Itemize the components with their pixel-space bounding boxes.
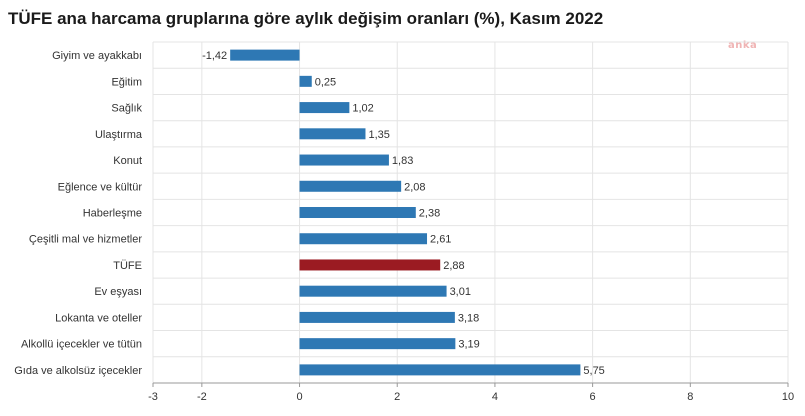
bar [230,49,300,61]
category-label: Sağlık [111,103,142,115]
category-label: Alkollü içecekler ve tütün [21,339,142,351]
x-tick-label: 0 [296,391,302,403]
bar [299,285,447,297]
bar [299,259,441,271]
anka-logo: anka [728,40,758,51]
value-label: 3,19 [458,339,479,351]
category-label: TÜFE [113,260,142,272]
value-label: 3,18 [458,312,479,324]
value-label: 1,35 [368,129,389,141]
value-label: 5,75 [583,365,604,377]
category-label: Ulaştırma [95,129,143,141]
category-label: Eğitim [111,76,142,88]
bars [230,49,581,376]
category-label: Konut [113,155,142,167]
value-label: 1,83 [392,155,413,167]
bar [299,207,416,218]
x-tick-label: -3 [148,391,158,403]
category-label: Gıda ve alkolsüz içecekler [14,365,142,377]
bar [299,102,350,114]
bar [299,311,455,323]
category-label: Haberleşme [83,208,142,220]
value-label: 3,01 [450,286,471,298]
bar [299,364,581,376]
value-label: 1,02 [352,103,373,115]
value-label: 2,88 [443,260,464,272]
category-label: Lokanta ve oteller [55,312,142,324]
x-tick-label: 6 [590,391,596,403]
value-label: 2,38 [419,208,440,220]
x-tick-label: 8 [687,391,693,403]
x-tick-label: 4 [492,391,498,403]
bar [299,75,312,87]
category-label: Ev eşyası [94,286,142,298]
x-tick-label: 10 [782,391,794,403]
category-label: Eğlence ve kültür [58,181,143,193]
bar [299,180,402,192]
value-label: -1,42 [202,50,227,62]
grid-lines [152,41,789,387]
bar [299,154,389,166]
chart-title: TÜFE ana harcama gruplarına göre aylık d… [8,9,604,28]
category-label: Çeşitli mal ve hizmetler [29,234,142,246]
x-tick-label: -2 [197,391,207,403]
bar [299,338,456,350]
bar [299,233,428,245]
labels: -3 -2 0 2 4 6 8 10 Giyim ve ayakkabı -1,42 Eğitim 0… [14,50,794,403]
value-label: 2,08 [404,181,425,193]
bar [299,128,366,140]
value-label: 0,25 [315,76,336,88]
x-tick-label: 2 [394,391,400,403]
value-label: 2,61 [430,234,451,246]
category-label: Giyim ve ayakkabı [52,50,142,62]
